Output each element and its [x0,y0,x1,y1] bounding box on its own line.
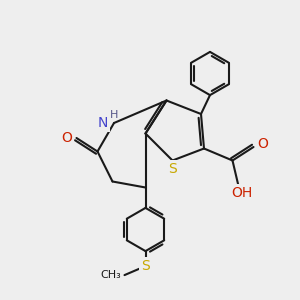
Text: CH₃: CH₃ [101,270,122,280]
Text: H: H [110,110,118,120]
Text: O: O [61,131,72,145]
Text: S: S [168,163,177,176]
Text: S: S [141,259,150,273]
Text: OH: OH [231,186,252,200]
Text: N: N [98,116,108,130]
Text: O: O [257,137,268,151]
